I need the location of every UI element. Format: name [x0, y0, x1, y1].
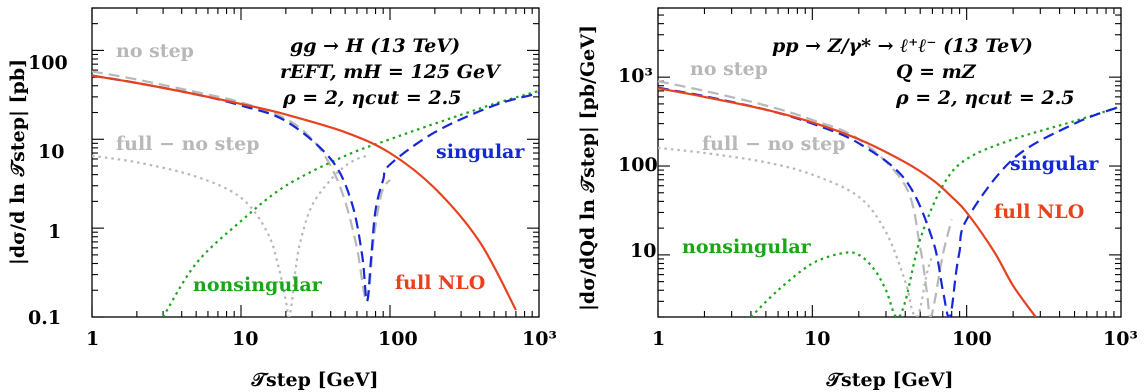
right-y-axis-label: |dσ/dQd ln 𝒯step| [pb/GeV]: [577, 25, 599, 311]
series-line-nonsingular: [162, 89, 539, 317]
series-line-full-minus-no-step: [92, 154, 368, 317]
right-x-tick-100: 100: [952, 328, 992, 350]
left-plot-frame: [91, 7, 540, 318]
right-label-full-nlo: full NLO: [994, 201, 1084, 223]
right-params-label: ρ = 2, ηcut = 2.5: [895, 87, 1074, 109]
right-label-nonsingular: nonsingular: [682, 236, 812, 258]
right-x-tick-10: 10: [804, 328, 830, 350]
series-line-no-step: [92, 70, 391, 303]
right-mass-label: Q = mZ: [896, 61, 977, 83]
left-label-no-step: no step: [116, 40, 194, 62]
left-x-tick-100: 100: [378, 328, 418, 350]
left-y-tick-0.1: 0.1: [28, 307, 61, 329]
right-ticks: [657, 7, 1121, 318]
right-curves: [658, 80, 1121, 317]
right-label-full-minus-no-step: full − no step: [702, 133, 846, 155]
left-params-label: ρ = 2, ηcut = 2.5: [282, 87, 461, 109]
left-mass-label: rEFT, mH = 125 GeV: [280, 61, 502, 83]
series-line-singular: [92, 74, 539, 303]
right-panel: 10³ 100 10 1 10 100 10³ 𝒯step [GeV] |dσ/…: [577, 7, 1138, 391]
left-y-tick-100: 100: [28, 52, 68, 74]
left-y-tick-1: 1: [48, 221, 61, 243]
series-line-no-step: [658, 80, 953, 317]
right-x-tick-1000: 10³: [1103, 328, 1138, 350]
left-x-tick-10: 10: [232, 328, 258, 350]
left-panel: 100 10 1 0.1 1 10 100 10³ 𝒯step [GeV] |d…: [7, 7, 557, 391]
right-x-axis-label: 𝒯step [GeV]: [825, 369, 953, 391]
right-process-label: pp → Z/γ* → ℓ⁺ℓ⁻ (13 TeV): [772, 35, 1033, 57]
left-ticks: [91, 7, 539, 318]
left-label-full-nlo: full NLO: [395, 272, 485, 294]
left-label-nonsingular: nonsingular: [193, 274, 323, 296]
series-line-full-nlo: [658, 87, 1037, 317]
right-y-tick-100: 100: [618, 154, 658, 176]
left-curves: [92, 70, 539, 317]
right-y-tick-10: 10: [630, 240, 656, 262]
left-y-tick-10: 10: [38, 141, 64, 163]
left-label-full-minus-no-step: full − no step: [116, 133, 260, 155]
right-plot-frame: [657, 7, 1122, 318]
left-x-axis-label: 𝒯step [GeV]: [250, 369, 378, 391]
right-label-no-step: no step: [690, 58, 768, 80]
left-label-singular: singular: [436, 141, 525, 163]
series-line-full-minus-no-step: [658, 146, 934, 317]
left-x-tick-1: 1: [86, 328, 99, 350]
right-x-tick-1: 1: [652, 328, 665, 350]
series-line-full-nlo: [92, 74, 517, 311]
left-x-tick-1000: 10³: [522, 328, 557, 350]
right-y-tick-1000: 10³: [618, 65, 653, 87]
right-label-singular: singular: [1010, 153, 1099, 175]
left-y-axis-label: |dσ/d ln 𝒯step| [pb]: [7, 59, 29, 265]
left-process-label: gg → H (13 TeV): [290, 35, 460, 57]
